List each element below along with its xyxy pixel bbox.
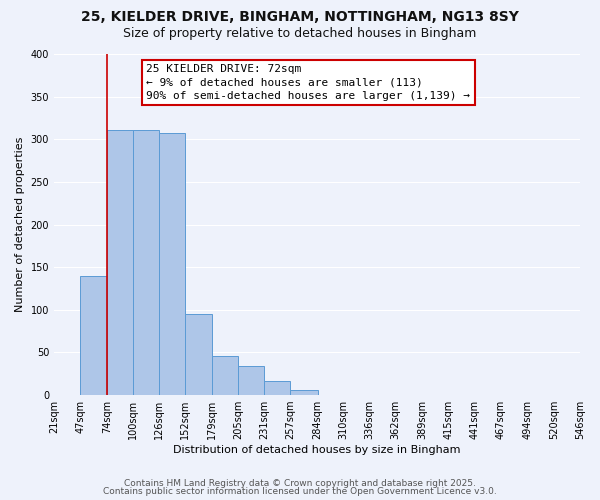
X-axis label: Distribution of detached houses by size in Bingham: Distribution of detached houses by size … bbox=[173, 445, 461, 455]
Y-axis label: Number of detached properties: Number of detached properties bbox=[15, 137, 25, 312]
Text: 25 KIELDER DRIVE: 72sqm
← 9% of detached houses are smaller (113)
90% of semi-de: 25 KIELDER DRIVE: 72sqm ← 9% of detached… bbox=[146, 64, 470, 100]
Bar bbox=[80, 276, 107, 395]
Text: Size of property relative to detached houses in Bingham: Size of property relative to detached ho… bbox=[124, 28, 476, 40]
Bar bbox=[133, 130, 159, 395]
Bar bbox=[290, 390, 317, 395]
Text: Contains HM Land Registry data © Crown copyright and database right 2025.: Contains HM Land Registry data © Crown c… bbox=[124, 478, 476, 488]
Bar bbox=[107, 130, 133, 395]
Bar bbox=[238, 366, 265, 395]
Text: 25, KIELDER DRIVE, BINGHAM, NOTTINGHAM, NG13 8SY: 25, KIELDER DRIVE, BINGHAM, NOTTINGHAM, … bbox=[81, 10, 519, 24]
Bar bbox=[159, 134, 185, 395]
Text: Contains public sector information licensed under the Open Government Licence v3: Contains public sector information licen… bbox=[103, 487, 497, 496]
Bar bbox=[212, 356, 238, 395]
Bar bbox=[185, 314, 212, 395]
Bar bbox=[265, 380, 290, 395]
